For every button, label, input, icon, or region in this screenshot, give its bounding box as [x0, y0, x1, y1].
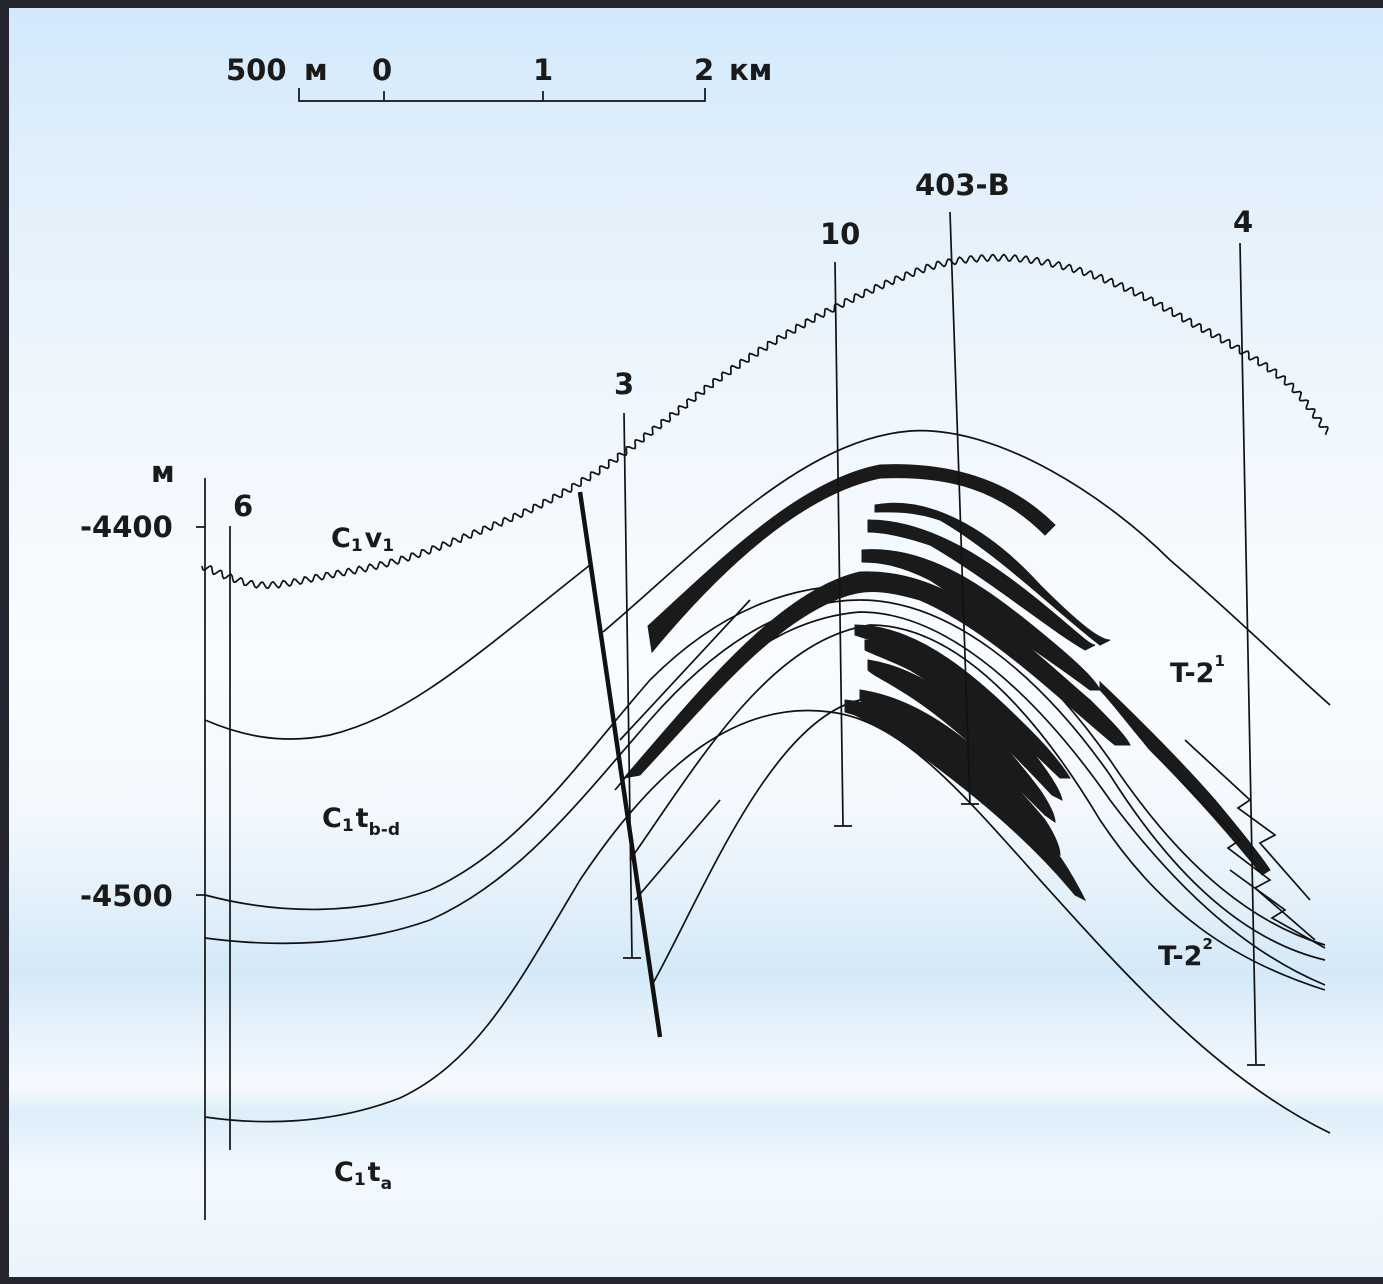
scale-bar-line — [298, 88, 706, 102]
well-label-6: 6 — [233, 489, 253, 523]
bed-upper-2 — [874, 502, 1111, 646]
unit-label-c1tbd: C1tb-d — [322, 803, 400, 840]
fault-line — [577, 491, 663, 1038]
horizon-short-1 — [619, 599, 751, 741]
horizon-short-2 — [634, 799, 721, 901]
right-layer-2 — [1179, 779, 1316, 941]
bed-upper-main — [647, 464, 1056, 654]
wells: 6 3 10 403-В 4 — [229, 168, 1265, 1150]
well-10-line — [834, 261, 844, 827]
right-layer-1 — [1184, 739, 1311, 901]
well-label-10: 10 — [820, 217, 860, 251]
horizon-top-left — [204, 564, 591, 740]
well-label-403: 403-В — [915, 168, 1010, 202]
depth-label-4500: -4500 — [80, 879, 173, 913]
depth-label-4400: -4400 — [80, 510, 173, 544]
bed-lower-4 — [867, 659, 1056, 823]
well-4-line — [1239, 242, 1257, 1066]
scale-label-1: 1 — [533, 53, 553, 87]
horizon-inner-3 — [651, 699, 861, 986]
depth-axis: м -4400 -4500 — [80, 455, 206, 1220]
well-403-line — [949, 211, 971, 805]
bed-lower-7 — [844, 699, 991, 796]
unit-label-c1ta: C1ta — [334, 1157, 392, 1194]
bed-upper-4 — [861, 549, 1101, 691]
unit-label-c1v1: C1v1 — [331, 523, 394, 556]
scale-label-m: м — [304, 53, 328, 87]
horizon-upper — [204, 584, 1326, 946]
depth-axis-unit: м — [151, 455, 175, 489]
bed-lower-3 — [864, 639, 1063, 801]
horizon-inner-2 — [629, 624, 1326, 991]
bed-label-t2-2: T-22 — [1158, 935, 1213, 972]
bed-label-t2-1: T-21 — [1170, 652, 1225, 689]
unconformity-line — [201, 253, 1329, 590]
scale-label-0: 0 — [372, 53, 392, 87]
thin-right-layers — [1179, 739, 1326, 949]
scale-bar: 500 м 0 1 2 км — [226, 53, 772, 102]
right-layer-3 — [1229, 869, 1326, 949]
unit-labels: C1v1 C1tb-d C1ta T-21 T-22 — [322, 523, 1225, 1194]
well-label-3: 3 — [614, 367, 634, 401]
bed-upper-3 — [867, 519, 1096, 651]
well-label-4: 4 — [1233, 205, 1253, 239]
bed-lower-6 — [854, 704, 1087, 902]
scale-label-2: 2 — [694, 53, 714, 87]
scale-label-500: 500 — [226, 53, 287, 87]
scale-label-km: км — [729, 53, 772, 87]
bed-right-1 — [1099, 680, 1271, 876]
well-3-line — [623, 412, 633, 959]
bed-lower-main — [622, 571, 1131, 779]
horizon-base — [204, 709, 1331, 1134]
